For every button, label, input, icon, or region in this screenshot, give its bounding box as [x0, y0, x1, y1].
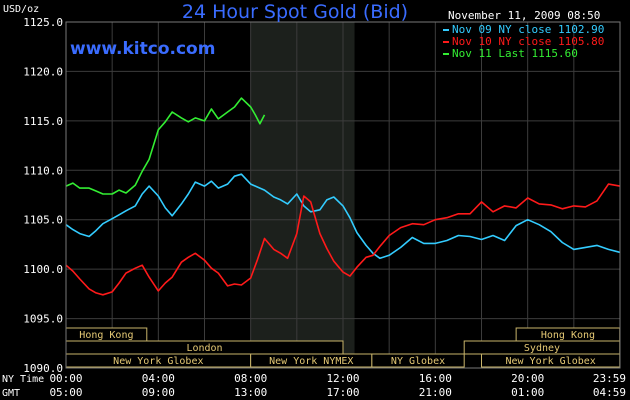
legend-swatch: [443, 53, 449, 55]
y-tick-label: 1120.0: [23, 65, 63, 78]
x-tick-label: 04:59: [593, 386, 626, 399]
session-label: Hong Kong: [79, 330, 133, 341]
plot-frame: [65, 21, 621, 369]
x-axis-row-label: NY Time: [2, 374, 44, 385]
chart-title: 24 Hour Spot Gold (Bid): [182, 1, 408, 23]
x-tick-label: 20:00: [511, 372, 544, 385]
y-tick-label: 1095.0: [23, 313, 63, 326]
y-axis-unit-label: USD/oz: [3, 4, 39, 15]
session-label: London: [186, 343, 222, 354]
x-tick-label: 04:00: [142, 372, 175, 385]
legend-entry: Nov 11 Last 1115.60: [452, 47, 578, 60]
session-label: Hong Kong: [541, 330, 595, 341]
x-tick-label: 17:00: [326, 386, 359, 399]
series-line-1: [65, 183, 620, 296]
y-tick-label: 1090.0: [23, 362, 63, 375]
shaded-trading-period: [250, 22, 355, 368]
y-tick-label: 1105.0: [23, 214, 63, 227]
chart-timestamp: November 11, 2009 08:50: [448, 9, 600, 22]
legend-entry: Nov 09 NY close 1102.90: [452, 23, 604, 36]
session-label: New York Globex: [113, 356, 203, 367]
x-tick-label: 09:00: [142, 386, 175, 399]
x-axis-row-label: GMT: [2, 388, 20, 399]
session-label: NY Globex: [391, 356, 445, 367]
y-tick-label: 1115.0: [23, 115, 63, 128]
series-lines: [65, 97, 620, 296]
legend-swatch: [443, 29, 449, 31]
y-tick-labels: 1125.0 1120.0 1115.0 1110.0 1105.0 1100.0 1095…: [23, 16, 63, 375]
x-tick-label: 08:00: [234, 372, 267, 385]
kitco-watermark: www.kitco.com: [70, 39, 215, 59]
x-tick-label: 00:00: [49, 372, 82, 385]
y-tick-label: 1110.0: [23, 164, 63, 177]
legend-entry: Nov 10 NY close 1105.80: [452, 35, 604, 48]
x-tick-labels: NY Time 00:00 04:00 08:00 12:00 16:00 20:00 23:…: [2, 372, 626, 399]
y-tick-label: 1100.0: [23, 263, 63, 276]
session-label: New York Globex: [505, 356, 595, 367]
y-tick-label: 1125.0: [23, 16, 63, 29]
session-label: New York NYMEX: [269, 356, 353, 367]
x-tick-label: 12:00: [326, 372, 359, 385]
x-tick-label: 21:00: [419, 386, 452, 399]
x-tick-label: 16:00: [419, 372, 452, 385]
x-tick-label: 13:00: [234, 386, 267, 399]
session-box: [371, 353, 465, 368]
series-line-2: [65, 97, 266, 195]
x-tick-label: 01:00: [511, 386, 544, 399]
market-sessions: Hong Kong Hong Kong London Sydney New York G…: [65, 327, 621, 368]
session-label: Sydney: [524, 343, 560, 354]
legend-swatch: [443, 41, 449, 43]
x-tick-label: 05:00: [49, 386, 82, 399]
x-tick-label: 23:59: [593, 372, 626, 385]
series-line-0: [65, 173, 620, 260]
